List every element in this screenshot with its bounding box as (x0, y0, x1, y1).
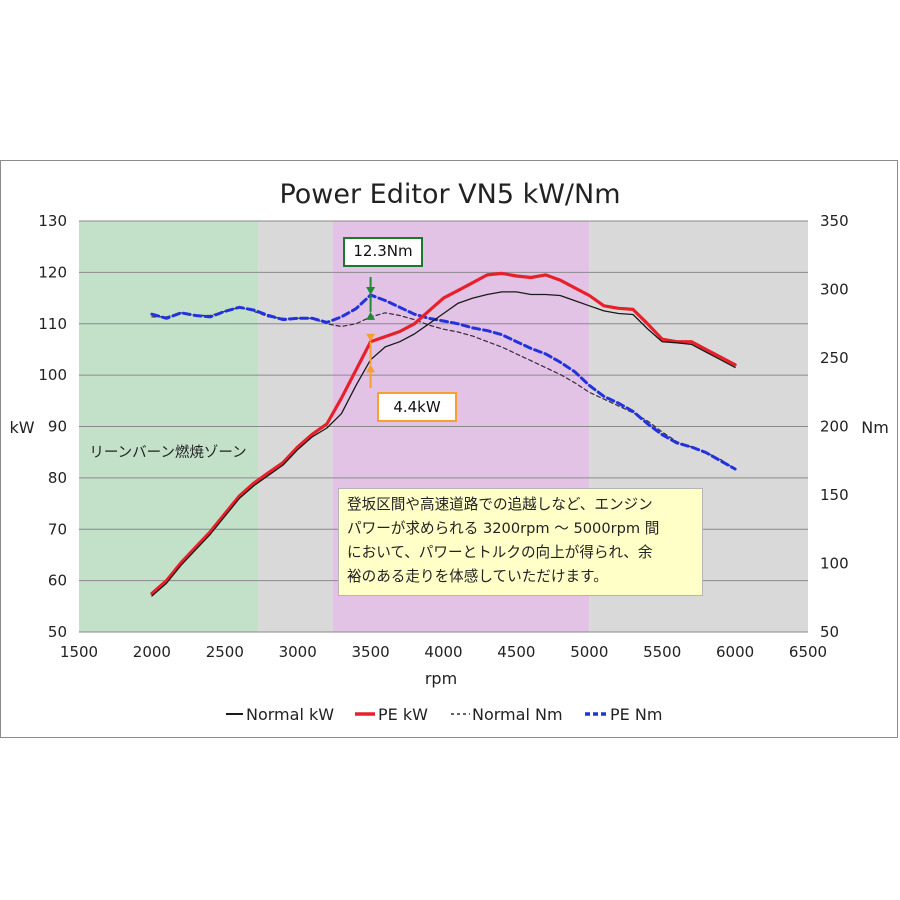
y-tick-label-left: 70 (48, 520, 67, 538)
x-tick-label: 3000 (279, 643, 317, 661)
power-gain-arrow-head-up (366, 364, 376, 373)
x-tick-label: 6500 (789, 643, 827, 661)
y-tick-label-right: 50 (820, 623, 839, 641)
x-tick-label: 1500 (60, 643, 98, 661)
x-tick-label: 4000 (424, 643, 462, 661)
y-tick-label-right: 100 (820, 555, 849, 573)
y-tick-label-left: 100 (38, 366, 67, 384)
legend-item-normal-nm: Normal Nm (451, 705, 563, 724)
y-tick-label-right: 250 (820, 349, 849, 367)
legend-label-pe-kw: PE kW (378, 705, 428, 724)
legend-label-normal-nm: Normal Nm (472, 705, 563, 724)
note-line: 裕のある走りを体感していただけます。 (347, 568, 608, 585)
note-line: において、パワーとトルクの向上が得られ、余 (347, 544, 653, 561)
x-tick-label: 2500 (206, 643, 244, 661)
series-line-normal-kw (151, 291, 736, 597)
x-tick-label: 6000 (716, 643, 754, 661)
series-line-pe-kw (150, 271, 737, 596)
legend-label-normal-kw: Normal kW (246, 705, 334, 724)
y-tick-label-left: 110 (38, 315, 67, 333)
y-tick-label-left: 80 (48, 469, 67, 487)
legend-label-pe-nm: PE Nm (610, 705, 662, 724)
series-line-pe-nm (150, 293, 737, 471)
note-box: 登坂区間や高速道路での追越しなど、エンジン パワーが求められる 3200rpm … (338, 488, 703, 596)
x-tick-label: 3500 (352, 643, 390, 661)
y-tick-label-left: 90 (48, 418, 67, 436)
note-line: パワーが求められる 3200rpm 〜 5000rpm 間 (347, 520, 660, 537)
y-tick-label-right: 150 (820, 486, 849, 504)
x-tick-label: 5500 (643, 643, 681, 661)
legend-item-pe-nm: PE Nm (585, 705, 662, 724)
y-tick-label-right: 300 (820, 281, 849, 299)
torque-gain-arrow-head-down (366, 286, 376, 295)
y-tick-label-right: 200 (820, 418, 849, 436)
note-line: 登坂区間や高速道路での追越しなど、エンジン (347, 496, 653, 513)
y-axis-left-label: kW (9, 418, 34, 437)
x-tick-label: 2000 (133, 643, 171, 661)
power-gain-arrow-head-down (366, 333, 376, 342)
y-tick-label-left: 50 (48, 623, 67, 641)
torque-gain-arrow-head-up (366, 311, 376, 320)
x-axis-label: rpm (425, 669, 457, 688)
lean-zone-label: リーンバーン燃焼ゾーン (89, 443, 246, 461)
legend-item-pe-kw: PE kW (355, 705, 428, 724)
power-gain-callout: 4.4kW (377, 392, 457, 422)
x-tick-label: 5000 (570, 643, 608, 661)
legend: Normal kW PE kW Normal Nm PE Nm (226, 705, 662, 724)
y-axis-right-label: Nm (861, 418, 889, 437)
y-tick-label-left: 60 (48, 572, 67, 590)
x-tick-label: 4500 (497, 643, 535, 661)
legend-item-normal-kw: Normal kW (226, 705, 334, 724)
series-layer (150, 271, 737, 597)
y-tick-label-right: 350 (820, 212, 849, 230)
torque-gain-callout: 12.3Nm (343, 237, 423, 267)
chart-title: Power Editor VN5 kW/Nm (279, 179, 620, 210)
y-tick-label-left: 130 (38, 212, 67, 230)
arrow-layer (366, 277, 376, 388)
y-tick-label-left: 120 (38, 263, 67, 281)
ticks-layer: 1500 2000 2500 3000 3500 4000 4500 5000 5500 6000… (38, 212, 848, 661)
